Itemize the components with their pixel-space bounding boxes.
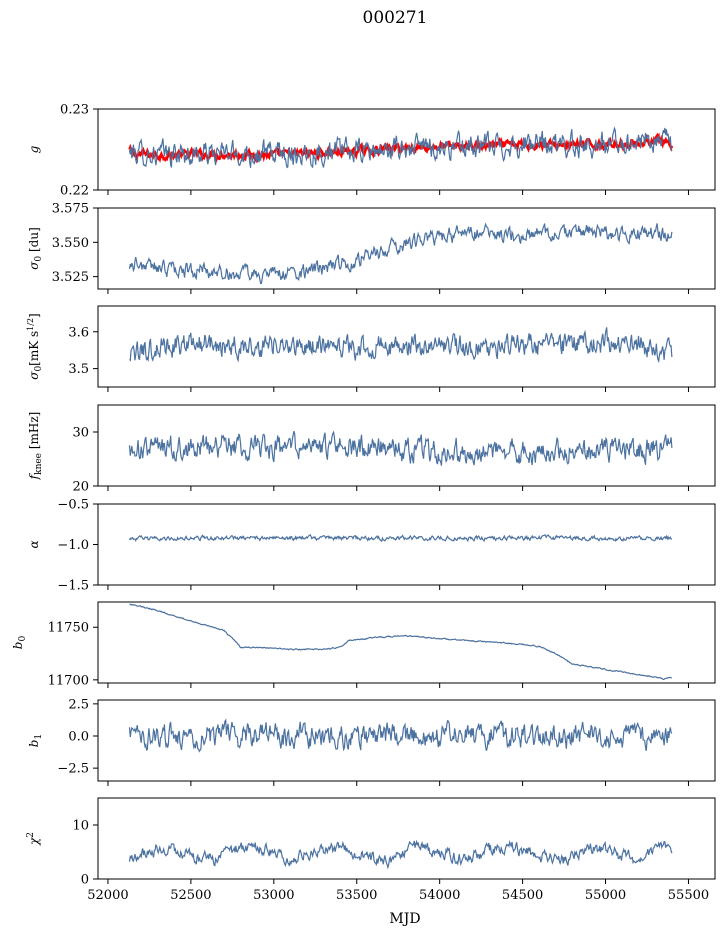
y-tick-label: −1.5 — [57, 579, 89, 594]
panel-b1: −2.5 0.0 2.5 b1 — [27, 697, 716, 786]
y-tick-label: 11750 — [48, 621, 89, 636]
y-axis-label: σ0[mK s1/2] — [26, 313, 44, 380]
y-tick-label: 3.5 — [68, 362, 89, 377]
x-tick-label: 54500 — [502, 888, 543, 903]
series-line-g-1 — [128, 126, 673, 169]
series-line-b0-0 — [129, 603, 672, 681]
x-tick-label: 52500 — [170, 888, 211, 903]
axes-frame — [97, 601, 716, 684]
axes-frame — [97, 699, 716, 782]
y-axis-label: b0 — [11, 636, 28, 650]
y-axis-label: b1 — [27, 734, 44, 747]
axes-frame — [97, 207, 716, 290]
y-tick-label: 20 — [72, 480, 89, 495]
y-tick-label: 3.6 — [68, 325, 89, 340]
y-tick-label: −2.5 — [57, 762, 89, 777]
panels: 0.22 0.23 g 3.525 3.550 3.575 σ0 [du] 3.5 3.6 σ0[… — [11, 103, 716, 903]
y-tick-label: 0.23 — [60, 103, 89, 118]
y-axis-label: fknee [mHz] — [27, 412, 44, 481]
axes-frame — [97, 305, 716, 388]
series-line-sigma0-mk-0 — [129, 327, 673, 364]
x-tick-label: 54000 — [419, 888, 460, 903]
x-tick-label: 53500 — [336, 888, 377, 903]
panel-fknee: 20 30 fknee [mHz] — [27, 404, 716, 495]
y-tick-label: 0 — [81, 873, 89, 888]
y-tick-label: 10 — [72, 819, 89, 834]
y-axis-label: χ2 — [26, 832, 41, 846]
axes-frame — [97, 108, 716, 191]
panel-sigma0-du: 3.525 3.550 3.575 σ0 [du] — [27, 202, 716, 294]
y-tick-label: 3.575 — [52, 202, 89, 217]
panel-alpha: −1.5 −1.0 −0.5 α — [27, 498, 716, 594]
panel-g: 0.22 0.23 g — [27, 103, 716, 199]
y-tick-label: 0.22 — [60, 184, 89, 199]
y-tick-label: 11700 — [48, 673, 89, 688]
series-line-alpha-0 — [128, 534, 673, 543]
series-line-fknee-0 — [128, 430, 673, 466]
y-tick-label: 2.5 — [68, 697, 89, 712]
y-tick-label: 30 — [72, 426, 89, 441]
y-tick-label: −0.5 — [57, 498, 89, 513]
y-tick-label: −1.0 — [57, 538, 89, 553]
y-tick-label: 3.525 — [52, 270, 89, 285]
y-axis-label: g — [27, 145, 41, 153]
x-tick-label: 52000 — [87, 888, 128, 903]
series-line-chi2-0 — [128, 839, 673, 870]
x-tick-label: 55000 — [585, 888, 626, 903]
x-tick-label: 53000 — [253, 888, 294, 903]
y-axis-label: σ0 [du] — [27, 227, 44, 270]
y-tick-label: 0.0 — [68, 730, 89, 745]
y-tick-label: 3.550 — [52, 236, 89, 251]
y-axis-label: α — [27, 540, 41, 548]
series-line-sigma0-du-0 — [128, 222, 673, 285]
axes-frame — [97, 503, 716, 586]
axes-frame — [97, 404, 716, 487]
x-axis-label: MJD — [389, 911, 420, 927]
x-tick-label: 55500 — [668, 888, 709, 903]
panel-b0: 11700 11750 b0 — [11, 601, 716, 688]
panel-sigma0-mk: 3.5 3.6 σ0[mK s1/2] — [26, 305, 716, 392]
axes-frame — [97, 797, 716, 880]
series-line-b1-0 — [128, 718, 673, 753]
figure-title: 000271 — [363, 8, 428, 28]
panel-chi2: 0 10 52000 52500 53000 53500 54000 54500 55000 55… — [26, 797, 716, 903]
